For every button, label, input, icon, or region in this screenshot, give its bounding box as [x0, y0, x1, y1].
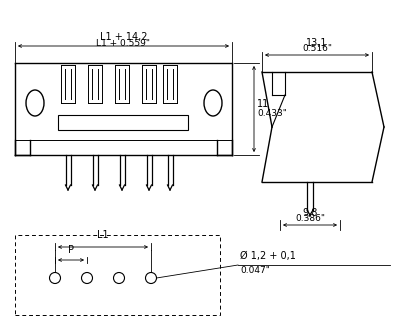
Bar — [58, 115, 188, 130]
Text: 0.047": 0.047" — [240, 266, 270, 275]
Text: 0.433": 0.433" — [257, 110, 287, 118]
Text: L1 + 14,2: L1 + 14,2 — [100, 32, 147, 42]
Text: 0.386": 0.386" — [295, 214, 325, 223]
Text: 13,1: 13,1 — [306, 38, 328, 48]
Text: P: P — [68, 245, 74, 255]
Text: 0.516": 0.516" — [302, 44, 332, 53]
Text: 9,8: 9,8 — [302, 208, 318, 218]
Text: 11: 11 — [257, 99, 269, 109]
Text: Ø 1,2 + 0,1: Ø 1,2 + 0,1 — [240, 251, 296, 261]
Text: L1: L1 — [97, 230, 109, 240]
Bar — [15, 235, 220, 315]
Text: L1 + 0.559": L1 + 0.559" — [96, 39, 150, 48]
